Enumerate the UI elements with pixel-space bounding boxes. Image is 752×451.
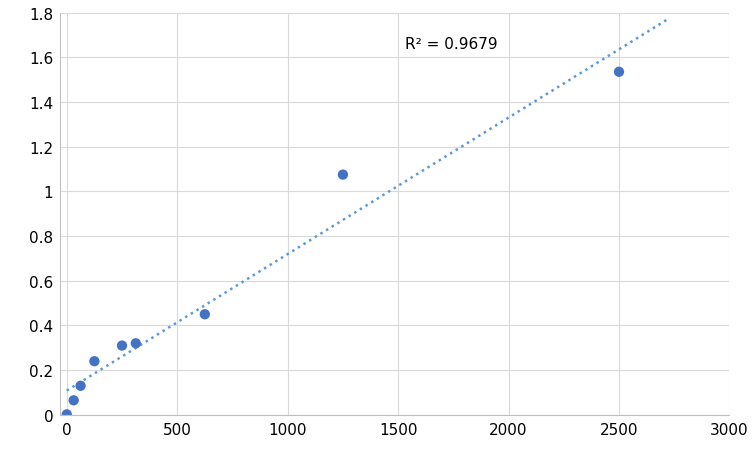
Point	[130, 340, 142, 347]
Point	[613, 69, 625, 76]
Point	[116, 342, 128, 350]
Text: R² = 0.9679: R² = 0.9679	[405, 37, 497, 51]
Point	[74, 382, 86, 390]
Point	[337, 171, 349, 179]
Point	[89, 358, 101, 365]
Point	[61, 411, 73, 418]
Point	[68, 397, 80, 404]
Point	[199, 311, 211, 318]
